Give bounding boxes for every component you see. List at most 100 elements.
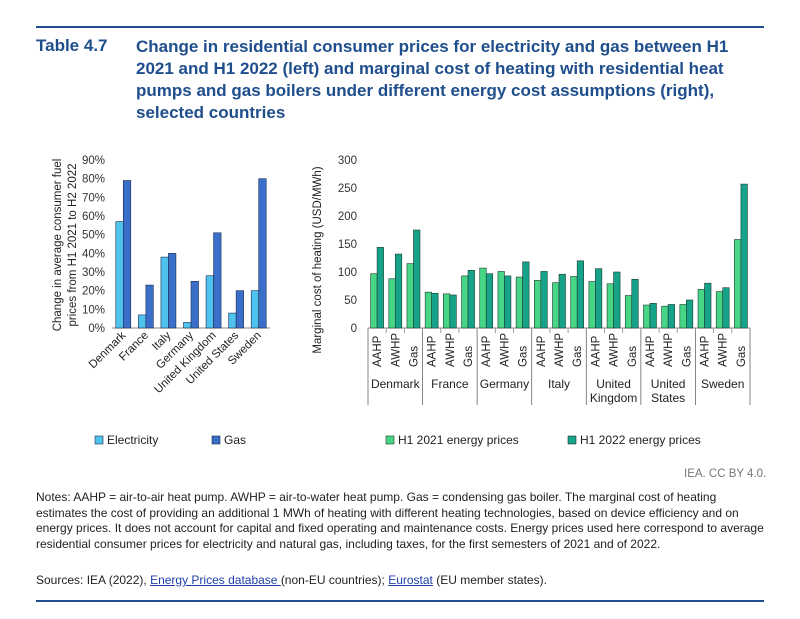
right-bar-h1-2021 — [534, 280, 542, 329]
right-technology-label: AWHP — [445, 333, 457, 367]
left-y-tick-label: 80% — [82, 174, 105, 186]
left-bar-gas — [122, 180, 132, 329]
left-y-tick-label: 60% — [82, 211, 105, 223]
left-y-tick-label: 40% — [82, 248, 105, 260]
right-legend-label: H1 2021 energy prices — [398, 433, 519, 447]
right-technology-label: AAHP — [645, 335, 657, 367]
right-bar-h1-2021 — [570, 276, 578, 329]
right-technology-label: AAHP — [536, 335, 548, 367]
right-bar-h1-2022 — [740, 183, 748, 329]
left-bar-gas — [213, 232, 222, 329]
left-legend-label: Gas — [224, 433, 246, 447]
right-bar-h1-2022 — [485, 273, 494, 329]
right-bar-h1-2021 — [715, 291, 724, 329]
right-technology-label: AWHP — [499, 333, 511, 367]
energy-prices-database-link[interactable]: Energy Prices database — [150, 573, 281, 587]
right-bar-h1-2022 — [686, 299, 694, 329]
left-bar-electricity — [138, 314, 147, 329]
right-technology-label: AWHP — [554, 333, 566, 367]
right-technology-label: Gas — [463, 346, 475, 367]
sources-prefix: Sources: IEA (2022), — [36, 573, 151, 587]
left-y-axis-label: Change in average consumer fuel prices fr… — [52, 159, 79, 332]
right-bar-h1-2021 — [606, 283, 614, 329]
left-y-tick-label: 20% — [82, 286, 105, 298]
left-y-axis-label-line: prices from H1 2021 to H2 2022 — [67, 163, 79, 326]
right-technology-label: AAHP — [590, 335, 602, 367]
left-y-tick-label: 90% — [82, 155, 105, 167]
right-technology-label: AAHP — [372, 335, 384, 367]
right-technology-label: AWHP — [390, 333, 402, 367]
left-y-tick-label: 50% — [82, 230, 105, 242]
left-bar-electricity — [205, 275, 214, 329]
right-technology-label: Gas — [627, 346, 639, 367]
right-bar-h1-2022 — [504, 275, 512, 329]
right-y-tick-label: 100 — [338, 267, 357, 279]
sources-suffix: (EU member states). — [432, 573, 547, 587]
right-group-label: Kingdom — [590, 391, 637, 405]
right-bar-h1-2022 — [631, 278, 639, 329]
left-bar-gas — [190, 281, 199, 329]
right-group-label: Denmark — [371, 377, 421, 391]
right-technology-label: Gas — [681, 346, 693, 367]
right-bar-h1-2021 — [679, 304, 687, 329]
right-technology-label: Gas — [736, 346, 748, 367]
left-bar-gas — [168, 253, 177, 329]
left-bar-electricity — [183, 322, 192, 329]
left-y-axis-label-line: Change in average consumer fuel — [52, 159, 64, 332]
sources-middle: (non-EU countries); — [280, 573, 389, 587]
left-legend-swatch — [211, 435, 221, 445]
right-group-label: States — [651, 391, 685, 405]
right-legend-label: H1 2022 energy prices — [580, 433, 701, 447]
right-bar-h1-2021 — [661, 305, 669, 329]
right-bar-h1-2022 — [413, 229, 421, 329]
right-y-tick-label: 50 — [344, 295, 357, 307]
right-bar-h1-2021 — [443, 293, 451, 329]
right-bar-h1-2021 — [497, 271, 505, 329]
right-group-label: Sweden — [701, 377, 744, 391]
right-bar-h1-2021 — [697, 289, 705, 329]
right-bar-h1-2021 — [734, 239, 742, 329]
right-bar-h1-2021 — [388, 278, 396, 329]
right-bar-h1-2021 — [588, 281, 596, 329]
right-bar-h1-2022 — [431, 292, 439, 329]
left-bar-gas — [258, 178, 267, 329]
right-bar-h1-2021 — [461, 275, 469, 329]
right-bar-h1-2022 — [394, 253, 403, 329]
right-technology-label: AWHP — [718, 333, 730, 367]
right-bar-h1-2021 — [515, 276, 523, 329]
left-y-tick-label: 30% — [82, 267, 105, 279]
right-bar-h1-2022 — [376, 247, 384, 329]
right-technology-label: AWHP — [663, 333, 675, 367]
right-group-label: Italy — [548, 377, 570, 391]
left-bar-electricity — [228, 312, 237, 329]
right-bar-h1-2022 — [576, 260, 584, 329]
right-technology-label: AWHP — [609, 333, 621, 367]
right-technology-label: AAHP — [481, 335, 493, 367]
right-bar-h1-2022 — [613, 271, 621, 329]
left-y-tick-label: 0% — [88, 323, 105, 335]
right-bar-h1-2022 — [722, 287, 730, 329]
right-legend-swatch — [385, 435, 395, 445]
bottom-rule — [36, 600, 764, 602]
right-group-label: United — [596, 377, 631, 391]
right-bar-h1-2021 — [552, 282, 560, 329]
right-technology-label: Gas — [572, 346, 584, 367]
table-title: Change in residential consumer prices fo… — [136, 37, 729, 122]
right-bar-h1-2021 — [624, 295, 633, 329]
left-bar-electricity — [160, 256, 169, 329]
right-technology-label: AAHP — [700, 335, 712, 367]
right-bar-h1-2021 — [643, 304, 651, 329]
left-bar-electricity — [250, 290, 260, 329]
right-bar-h1-2021 — [424, 291, 432, 329]
right-technology-label: Gas — [408, 346, 420, 367]
left-bar-electricity — [115, 221, 124, 329]
eurostat-link[interactable]: Eurostat — [388, 573, 433, 587]
right-y-tick-label: 150 — [338, 239, 357, 251]
notes-text: Notes: AAHP = air-to-air heat pump. AWHP… — [36, 490, 764, 551]
right-group-label: Germany — [480, 377, 529, 391]
right-bar-h1-2021 — [370, 273, 378, 329]
right-y-tick-label: 300 — [338, 155, 357, 167]
credit-text: IEA. CC BY 4.0. — [684, 468, 767, 480]
sources-text: Sources: IEA (2022), Energy Prices datab… — [36, 573, 766, 587]
